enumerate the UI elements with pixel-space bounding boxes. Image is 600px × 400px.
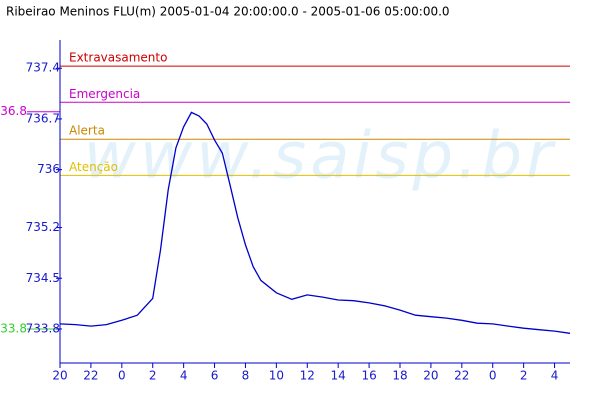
x-tick-label: 10 [269,369,284,383]
y-tick-label: 737.4 [26,61,60,75]
x-tick-label: 22 [83,369,98,383]
x-tick-label: 14 [331,369,346,383]
x-tick-label: 22 [454,369,469,383]
y-tick-label: 734.5 [26,271,60,285]
x-tick-label: 6 [211,369,219,383]
threshold-label: Atenção [69,160,118,174]
series-line [59,111,571,334]
side-label: 736.8 [0,104,27,118]
side-label: 733.8 [0,321,27,335]
y-tick-label: 736.7 [26,111,60,125]
x-tick-label: 0 [489,369,497,383]
x-tick-label: 18 [392,369,407,383]
x-tick-label: 12 [300,369,315,383]
threshold-label: Extravasamento [69,51,167,65]
threshold-label: Alerta [69,124,105,138]
chart-title: Ribeirao Meninos FLU(m) 2005-01-04 20:00… [6,5,450,19]
x-tick-label: 4 [551,369,559,383]
y-tick-label: 736 [37,162,60,176]
x-tick-label: 20 [423,369,438,383]
x-tick-label: 0 [118,369,126,383]
x-tick-label: 2 [149,369,157,383]
x-tick-label: 8 [242,369,250,383]
watermark: www.saisp.br [84,120,557,194]
x-tick-label: 16 [361,369,376,383]
threshold-label: Emergencia [69,87,140,101]
y-tick-label: 735.2 [26,220,60,234]
y-tick-label: 733.8 [26,321,60,335]
x-tick-label: 20 [52,369,67,383]
x-tick-label: 2 [520,369,528,383]
x-tick-label: 4 [180,369,188,383]
